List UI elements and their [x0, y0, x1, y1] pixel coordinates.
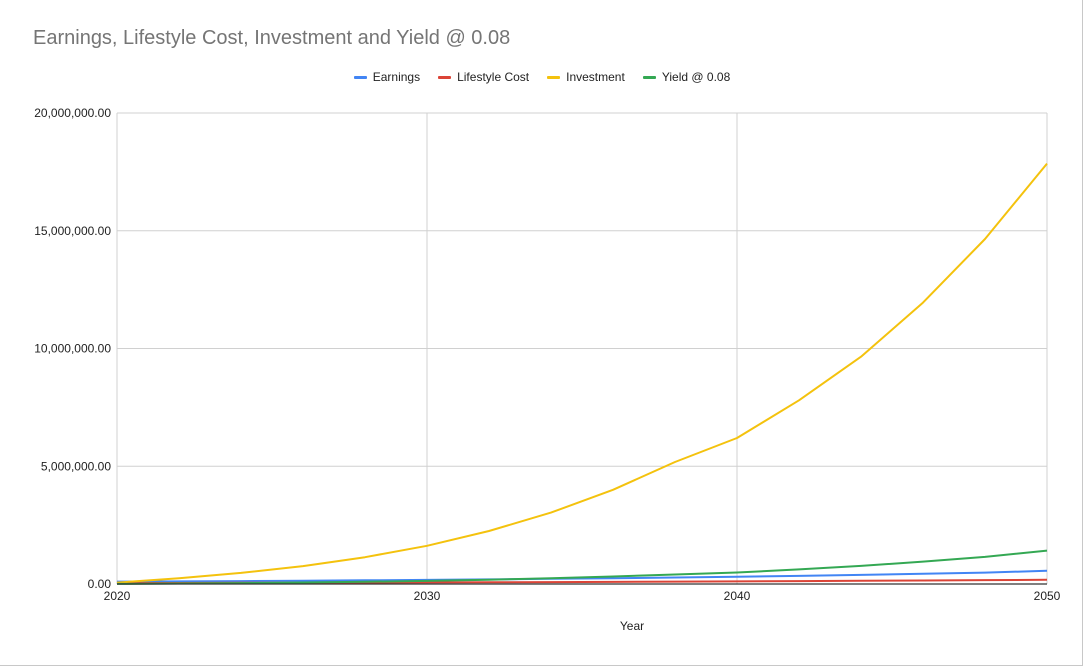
x-tick-label: 2020 — [104, 589, 131, 603]
legend-swatch — [642, 75, 656, 79]
x-axis-title: Year — [620, 619, 644, 633]
series-line — [116, 162, 1048, 584]
legend-item: Lifestyle Cost — [438, 70, 529, 84]
legend-item: Earnings — [353, 70, 421, 84]
y-tick-label: 0.00 — [88, 577, 112, 591]
y-tick-label: 10,000,000.00 — [34, 342, 111, 356]
x-tick-label: 2040 — [724, 589, 751, 603]
x-tick-label: 2030 — [414, 589, 441, 603]
series-line — [116, 549, 1048, 585]
series-line — [116, 569, 1048, 583]
x-tick-label: 2050 — [1034, 589, 1061, 603]
legend-swatch — [438, 75, 452, 79]
y-tick-label: 15,000,000.00 — [34, 224, 111, 238]
legend-swatch — [353, 75, 367, 79]
y-tick-label: 20,000,000.00 — [34, 106, 111, 120]
legend-swatch — [547, 75, 561, 79]
y-tick-label: 5,000,000.00 — [41, 459, 111, 473]
legend-item: Yield @ 0.08 — [642, 70, 731, 84]
chart-legend: Earnings Lifestyle Cost Investment Yield @ … — [0, 70, 1084, 84]
legend-item: Investment — [547, 70, 625, 84]
legend-label: Lifestyle Cost — [457, 70, 530, 84]
legend-label: Yield @ 0.08 — [661, 70, 731, 84]
chart-title: Earnings, Lifestyle Cost, Investment and… — [33, 27, 511, 49]
legend-label: Earnings — [372, 70, 421, 84]
legend-label: Investment — [566, 70, 625, 84]
